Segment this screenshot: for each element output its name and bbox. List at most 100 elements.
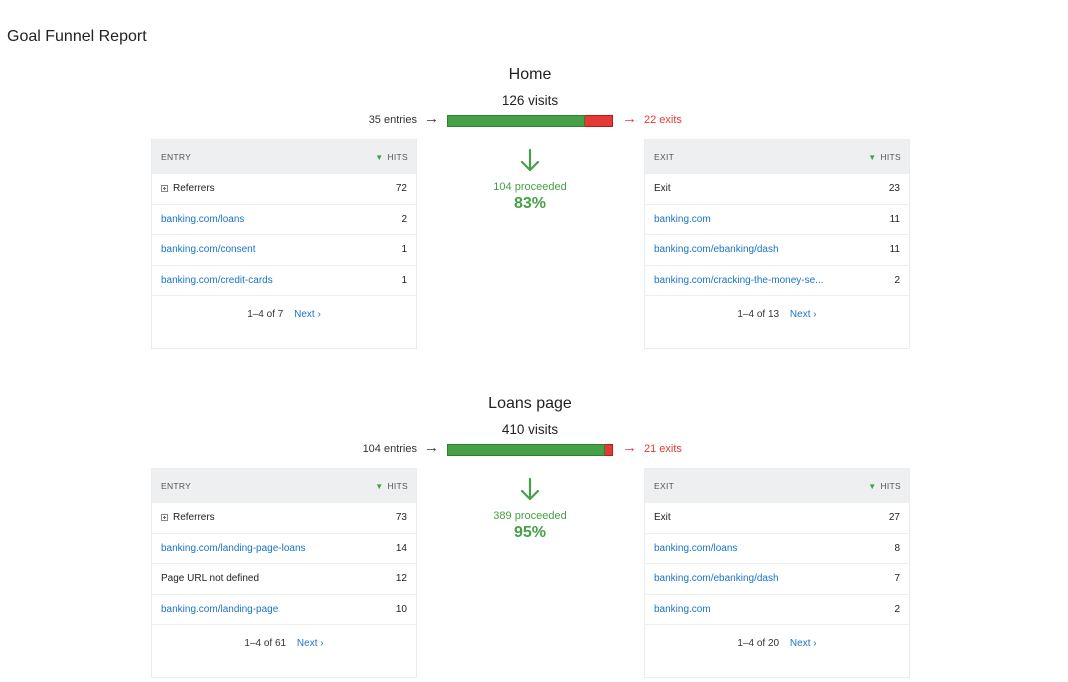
sort-descending-icon: ▼ [868, 152, 877, 162]
row-hits: 1 [401, 274, 407, 286]
table-row[interactable]: banking.com/ebanking/dash 11 [645, 235, 909, 266]
row-label-text: Exit [654, 183, 671, 195]
next-page-link[interactable]: Next › [296, 638, 324, 649]
funnel-step-home: Home 126 visits 35 entries → → 22 exits … [0, 64, 1068, 364]
row-hits: 2 [894, 274, 900, 286]
table-row[interactable]: Referrers 73 [152, 503, 416, 534]
row-list: Referrers 72 banking.com/loans 2 banking.com… [152, 174, 416, 296]
row-label[interactable]: Referrers [161, 512, 215, 523]
table-row[interactable]: banking.com/loans 8 [645, 534, 909, 564]
row-label: Page URL not defined [161, 573, 259, 584]
page-title: Goal Funnel Report [7, 28, 147, 45]
row-url-link[interactable]: banking.com/landing-page-loans [161, 543, 306, 554]
step-visits: 126 visits [501, 93, 559, 108]
row-label-text: Exit [654, 512, 671, 524]
row-label-text: banking.com/loans [161, 213, 245, 225]
table-row[interactable]: Referrers 72 [152, 174, 416, 205]
column-exit[interactable]: EXIT [654, 152, 675, 162]
row-url-link[interactable]: banking.com/consent [161, 244, 256, 255]
row-url-link[interactable]: banking.com/landing-page [161, 604, 278, 615]
row-hits: 11 [889, 244, 900, 256]
row-url-link[interactable]: banking.com/ebanking/dash [654, 573, 779, 584]
table-row: Exit 23 [645, 174, 909, 205]
row-label-text: banking.com [654, 603, 711, 615]
hits-label: HITS [880, 152, 901, 162]
table-row: Exit 27 [645, 503, 909, 534]
row-url-link[interactable]: banking.com/loans [654, 543, 737, 554]
expand-plus-icon[interactable] [161, 514, 168, 522]
row-url-link[interactable]: banking.com/credit-cards [161, 275, 273, 286]
row-label: Exit [654, 512, 671, 523]
entries-count: 35 entries [368, 114, 417, 126]
entries-count: 104 entries [362, 443, 417, 455]
table-row[interactable]: banking.com 11 [645, 205, 909, 235]
expand-plus-icon[interactable] [161, 185, 168, 193]
exits-count: 21 exits [644, 443, 682, 455]
table-row[interactable]: banking.com/consent 1 [152, 235, 416, 266]
column-hits[interactable]: ▼ HITS [375, 481, 408, 491]
row-list: Exit 23 banking.com 11 banking.com/ebanking/… [645, 174, 909, 296]
column-entry[interactable]: ENTRY [161, 152, 192, 162]
table-row[interactable]: banking.com/cracking-the-money-se... 2 [645, 266, 909, 296]
panel-header: EXIT ▼ HITS [645, 140, 909, 174]
row-url-link[interactable]: banking.com [654, 604, 711, 615]
row-hits: 27 [888, 512, 900, 524]
pagination: 1–4 of 61 Next › [152, 625, 416, 649]
sort-descending-icon: ▼ [375, 481, 384, 491]
hits-label: HITS [387, 152, 408, 162]
proceeded-percent: 83% [513, 195, 547, 212]
row-hits: 1 [401, 244, 407, 256]
pagination: 1–4 of 20 Next › [645, 625, 909, 649]
row-url-link[interactable]: banking.com [654, 214, 711, 225]
row-hits: 73 [395, 512, 407, 524]
row-hits: 72 [395, 183, 407, 195]
table-row[interactable]: banking.com/loans 2 [152, 205, 416, 235]
exits-count: 22 exits [644, 114, 682, 126]
next-page-link[interactable]: Next › [789, 638, 817, 649]
row-url-link[interactable]: banking.com/ebanking/dash [654, 244, 779, 255]
row-hits: 8 [894, 542, 900, 554]
row-hits: 14 [395, 542, 407, 554]
entry-panel: ENTRY ▼ HITS Referrers 73 banking.com/land… [151, 468, 417, 678]
table-row[interactable]: banking.com/credit-cards 1 [152, 266, 416, 296]
page-range: 1–4 of 61 [244, 638, 287, 649]
column-entry[interactable]: ENTRY [161, 481, 192, 491]
row-label-text: banking.com/loans [654, 542, 738, 554]
table-row[interactable]: banking.com/landing-page 10 [152, 595, 416, 625]
arrow-right-icon: → [424, 439, 439, 456]
proceed-segment [447, 115, 585, 127]
exit-segment [604, 444, 613, 456]
step-name: Home [508, 66, 552, 83]
column-hits[interactable]: ▼ HITS [868, 481, 901, 491]
arrow-right-icon: → [622, 110, 637, 127]
row-label-text: Referrers [173, 512, 215, 524]
page-range: 1–4 of 20 [737, 638, 780, 649]
panel-header: ENTRY ▼ HITS [152, 140, 416, 174]
next-page-link[interactable]: Next › [294, 309, 321, 320]
row-label-text: banking.com/ebanking/dash [654, 573, 779, 585]
row-hits: 23 [888, 183, 900, 195]
table-row[interactable]: banking.com/landing-page-loans 14 [152, 534, 416, 564]
panel-header: ENTRY ▼ HITS [152, 469, 416, 503]
sort-descending-icon: ▼ [868, 481, 877, 491]
column-hits[interactable]: ▼ HITS [375, 152, 408, 162]
pagination: 1–4 of 7 Next › [152, 296, 416, 320]
row-label-text: banking.com/landing-page-loans [161, 542, 306, 554]
row-label[interactable]: Referrers [161, 183, 215, 194]
column-hits[interactable]: ▼ HITS [868, 152, 901, 162]
row-hits: 11 [889, 213, 900, 225]
row-url-link[interactable]: banking.com/loans [161, 214, 244, 225]
row-label-text: banking.com/landing-page [161, 603, 279, 615]
row-label-text: Referrers [173, 183, 215, 195]
next-page-link[interactable]: Next › [789, 309, 817, 320]
column-exit[interactable]: EXIT [654, 481, 675, 491]
row-label-text: banking.com [654, 213, 711, 225]
arrow-down-icon [520, 148, 540, 172]
page-range: 1–4 of 7 [247, 309, 284, 320]
exit-segment [584, 115, 613, 127]
row-list: Referrers 73 banking.com/landing-page-loan… [152, 503, 416, 625]
row-url-link[interactable]: banking.com/cracking-the-money-se... [654, 275, 824, 286]
table-row[interactable]: banking.com/ebanking/dash 7 [645, 564, 909, 595]
hits-label: HITS [880, 481, 901, 491]
table-row[interactable]: banking.com 2 [645, 595, 909, 625]
